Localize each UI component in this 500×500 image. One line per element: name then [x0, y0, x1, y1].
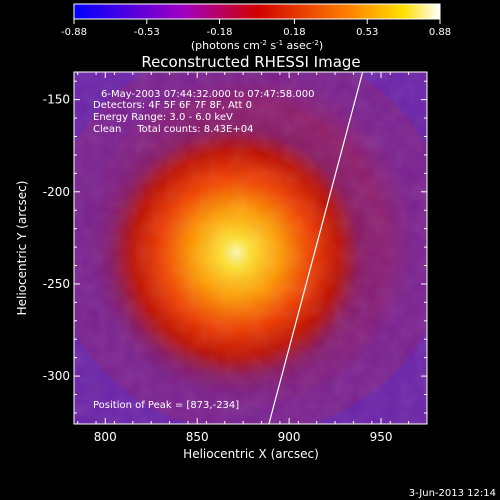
- colorbar-tick-label: 0.53: [356, 27, 378, 38]
- colorbar-tick-label: 0.88: [429, 27, 451, 38]
- y-tick-label: -250: [43, 277, 70, 291]
- x-tick-label: 800: [94, 430, 117, 444]
- chart-title: Reconstructed RHESSI Image: [141, 53, 360, 71]
- colorbar-tick-label: 0.18: [283, 27, 305, 38]
- info-total-counts: Clean Total counts: 8.43E+04: [93, 124, 253, 135]
- x-tick-label: 950: [370, 430, 393, 444]
- colorbar-tick-label: -0.18: [207, 27, 233, 38]
- x-axis-label: Heliocentric X (arcsec): [183, 447, 319, 461]
- footer-date: 3-Jun-2013 12:14: [409, 488, 496, 499]
- peak-position-label: Position of Peak = [873,-234]: [93, 400, 239, 411]
- info-time-range: 6-May-2003 07:44:32.000 to 07:47:58.000: [101, 89, 314, 100]
- solar-limb-line: [268, 72, 364, 424]
- plot-frame: [73, 71, 428, 425]
- x-tick-label: 900: [278, 430, 301, 444]
- y-axis-label: Heliocentric Y (arcsec): [15, 181, 29, 316]
- info-energy-range: Energy Range: 3.0 - 6.0 keV: [93, 112, 233, 123]
- info-detectors: Detectors: 4F 5F 6F 7F 8F, Att 0: [93, 100, 252, 111]
- y-tick-label: -300: [43, 369, 70, 383]
- y-axis-ticks: -150 -200 -250 -300: [43, 80, 427, 414]
- colorbar-ticks: -0.88 -0.53 -0.18 0.18 0.53 0.88: [61, 19, 451, 38]
- x-tick-label: 850: [186, 430, 209, 444]
- colorbar-tick-label: -0.88: [61, 27, 87, 38]
- y-tick-label: -200: [43, 185, 70, 199]
- colorbar-label: (photons cm-2 s-1 asec-2): [191, 39, 323, 52]
- colorbar: [73, 3, 441, 20]
- info-block: 6-May-2003 07:44:32.000 to 07:47:58.000 …: [93, 89, 314, 135]
- colorbar-tick-label: -0.53: [134, 27, 160, 38]
- image-area: [74, 72, 427, 424]
- y-tick-label: -150: [43, 93, 70, 107]
- x-axis-ticks: 800 850 900 950: [77, 72, 428, 444]
